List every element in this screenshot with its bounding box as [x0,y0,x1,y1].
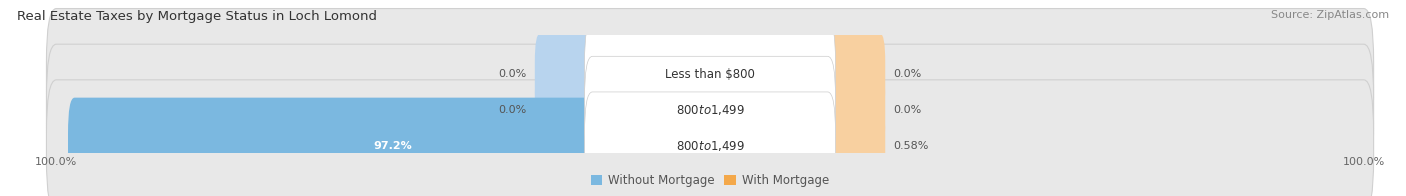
FancyBboxPatch shape [46,44,1374,176]
FancyBboxPatch shape [534,34,598,115]
Legend: Without Mortgage, With Mortgage: Without Mortgage, With Mortgage [586,169,834,192]
FancyBboxPatch shape [46,80,1374,196]
Text: $800 to $1,499: $800 to $1,499 [675,103,745,117]
FancyBboxPatch shape [823,69,886,151]
FancyBboxPatch shape [585,21,835,128]
Text: Real Estate Taxes by Mortgage Status in Loch Lomond: Real Estate Taxes by Mortgage Status in … [17,10,377,23]
FancyBboxPatch shape [46,9,1374,140]
FancyBboxPatch shape [823,105,886,187]
Text: 0.58%: 0.58% [893,141,928,151]
FancyBboxPatch shape [585,92,835,196]
Text: $800 to $1,499: $800 to $1,499 [675,139,745,153]
Text: 97.2%: 97.2% [373,141,412,151]
FancyBboxPatch shape [534,69,598,151]
Text: 0.0%: 0.0% [499,69,527,80]
Text: 0.0%: 0.0% [893,69,921,80]
Text: Source: ZipAtlas.com: Source: ZipAtlas.com [1271,10,1389,20]
FancyBboxPatch shape [823,34,886,115]
FancyBboxPatch shape [67,98,717,194]
FancyBboxPatch shape [585,56,835,164]
Text: 0.0%: 0.0% [893,105,921,115]
Text: 0.0%: 0.0% [499,105,527,115]
Text: Less than $800: Less than $800 [665,68,755,81]
